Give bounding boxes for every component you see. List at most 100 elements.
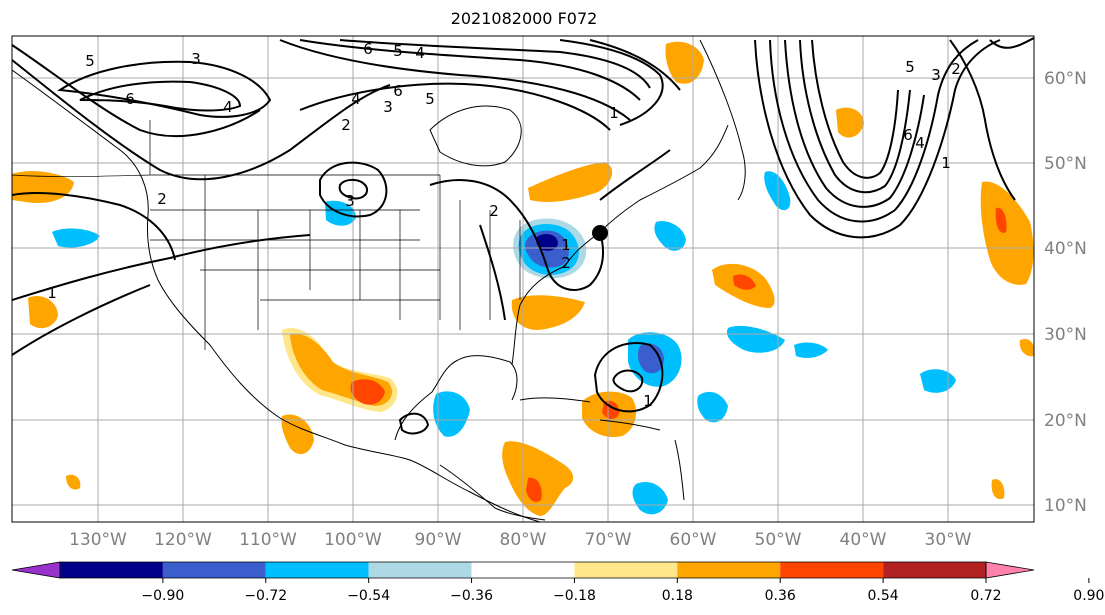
colorbar-segment: [883, 562, 986, 578]
colorbar-tick-label: −0.90: [141, 588, 184, 604]
anomaly-region-blue-3: [920, 369, 956, 393]
colorbar-tick-label: −0.18: [553, 588, 596, 604]
longitude-label: 40°W: [840, 530, 887, 550]
contour-line: [299, 82, 611, 131]
contour-value-label: 3: [191, 50, 201, 68]
anomaly-region-orange-labrador: [665, 41, 704, 84]
greenland-coast: [699, 39, 746, 201]
anomaly-region-east-atlantic-peak: [995, 207, 1007, 233]
anomaly-region-orange-pacific: [12, 171, 74, 204]
colorbar-tick-label: 0.54: [868, 588, 899, 604]
contour-line: [79, 80, 242, 112]
contour-line: [769, 39, 979, 223]
plot-frame: [11, 35, 1035, 523]
contour-line: [559, 39, 664, 126]
anomaly-region-central-america-peak: [526, 477, 542, 502]
contour-line: [754, 39, 1001, 239]
anomaly-region-east-atlantic: [980, 181, 1034, 285]
contour-value-label: 1: [643, 392, 653, 410]
anomaly-region-blue-4: [697, 391, 728, 423]
map-title: 2021082000 F072: [450, 9, 598, 28]
contours: [12, 37, 1034, 435]
longitude-labels: 130°W 120°W 110°W 100°W 90°W 80°W 70°W 60°W 50°W…: [69, 530, 972, 550]
anomaly-region-caribbean-peak: [602, 400, 620, 420]
contour-line: [279, 39, 631, 121]
contour-value-label: 5: [905, 58, 915, 76]
latitude-label: 50°N: [1044, 154, 1087, 174]
colorbar-tick-label: −0.36: [450, 588, 493, 604]
contour-value-label: 6: [903, 126, 913, 144]
contour-value-label: 6: [363, 40, 373, 58]
contour-value-label: 4: [415, 44, 425, 62]
anomaly-region-orange-small-3: [1019, 339, 1034, 357]
colorbar-segment: [60, 562, 163, 578]
contour-value-label: 2: [951, 60, 961, 78]
longitude-label: 130°W: [69, 530, 127, 550]
contour-value-label: 3: [931, 66, 941, 84]
colorbar-tick-label: 0.72: [970, 588, 1001, 604]
contour-line: [12, 44, 261, 138]
colorbar-extend-high: [985, 561, 1035, 579]
contour-value-label: 2: [489, 202, 499, 220]
contour-value-label: 4: [223, 98, 233, 116]
longitude-label: 80°W: [500, 530, 547, 550]
contour-line: [479, 224, 506, 321]
anomaly-region-blue-5: [764, 171, 791, 211]
latitude-label: 40°N: [1044, 239, 1087, 259]
central-america: [439, 464, 546, 521]
shaded-anomalies: [12, 41, 1034, 516]
colorbar-segment: [780, 562, 884, 578]
coastlines: [12, 39, 746, 522]
contour-value-label: 5: [85, 52, 95, 70]
contour-line: [339, 39, 651, 89]
latitude-label: 30°N: [1044, 325, 1087, 345]
contour-value-label: 6: [393, 82, 403, 100]
anomaly-region-blue-1: [726, 325, 785, 353]
anomaly-region-blue-2: [794, 342, 828, 358]
contour-value-label: 3: [383, 98, 393, 116]
contour-line: [612, 369, 644, 393]
anomaly-region-blue-9: [52, 228, 100, 248]
contour-value-label: 6: [125, 90, 135, 108]
contour-line: [398, 412, 430, 435]
contour-value-label: 1: [47, 284, 57, 302]
contour-line: [989, 37, 1034, 49]
north-america-coast: [12, 69, 541, 522]
latitude-labels: 60°N 50°N 40°N 30°N 20°N 10°N: [1044, 69, 1087, 516]
contour-line: [12, 192, 176, 261]
colorbar-segment: [677, 562, 781, 578]
longitude-label: 70°W: [585, 530, 632, 550]
contour-line: [599, 149, 671, 201]
anomaly-region-central-atlantic-peak: [733, 274, 756, 290]
contour-line: [784, 39, 925, 208]
longitude-label: 100°W: [324, 530, 382, 550]
contour-value-label: 2: [561, 254, 571, 272]
latitude-label: 60°N: [1044, 69, 1087, 89]
anomaly-region-new-england: [528, 162, 613, 203]
colorbar-tick-label: 0.36: [765, 588, 796, 604]
anomaly-region-orange-pacific-2: [28, 296, 58, 329]
longitude-label: 30°W: [925, 530, 972, 550]
latitude-label: 10°N: [1044, 496, 1087, 516]
caribbean-islands: [519, 397, 685, 501]
colorbar-segment: [368, 562, 472, 578]
colorbar-segment: [471, 562, 575, 578]
contour-line: [593, 342, 664, 413]
longitude-label: 120°W: [154, 530, 212, 550]
contour-line: [299, 39, 641, 101]
contour-line: [589, 39, 681, 91]
anomaly-region-blue-6: [654, 220, 686, 251]
colorbar-tick-label: 0.90: [1073, 588, 1104, 604]
anomaly-region-central-america: [502, 441, 574, 516]
colorbar-segment: [265, 562, 369, 578]
contour-line: [12, 284, 151, 356]
colorbar-tick-label: −0.72: [244, 588, 287, 604]
graticule: [12, 36, 1034, 522]
latitude-label: 20°N: [1044, 411, 1087, 431]
anomaly-region-mexico-peak: [350, 379, 385, 405]
anomaly-region-orange-n-atlantic: [836, 107, 864, 138]
anomaly-region-blue-7: [433, 391, 470, 437]
anomaly-region-atlantic-blue-core: [638, 343, 664, 374]
